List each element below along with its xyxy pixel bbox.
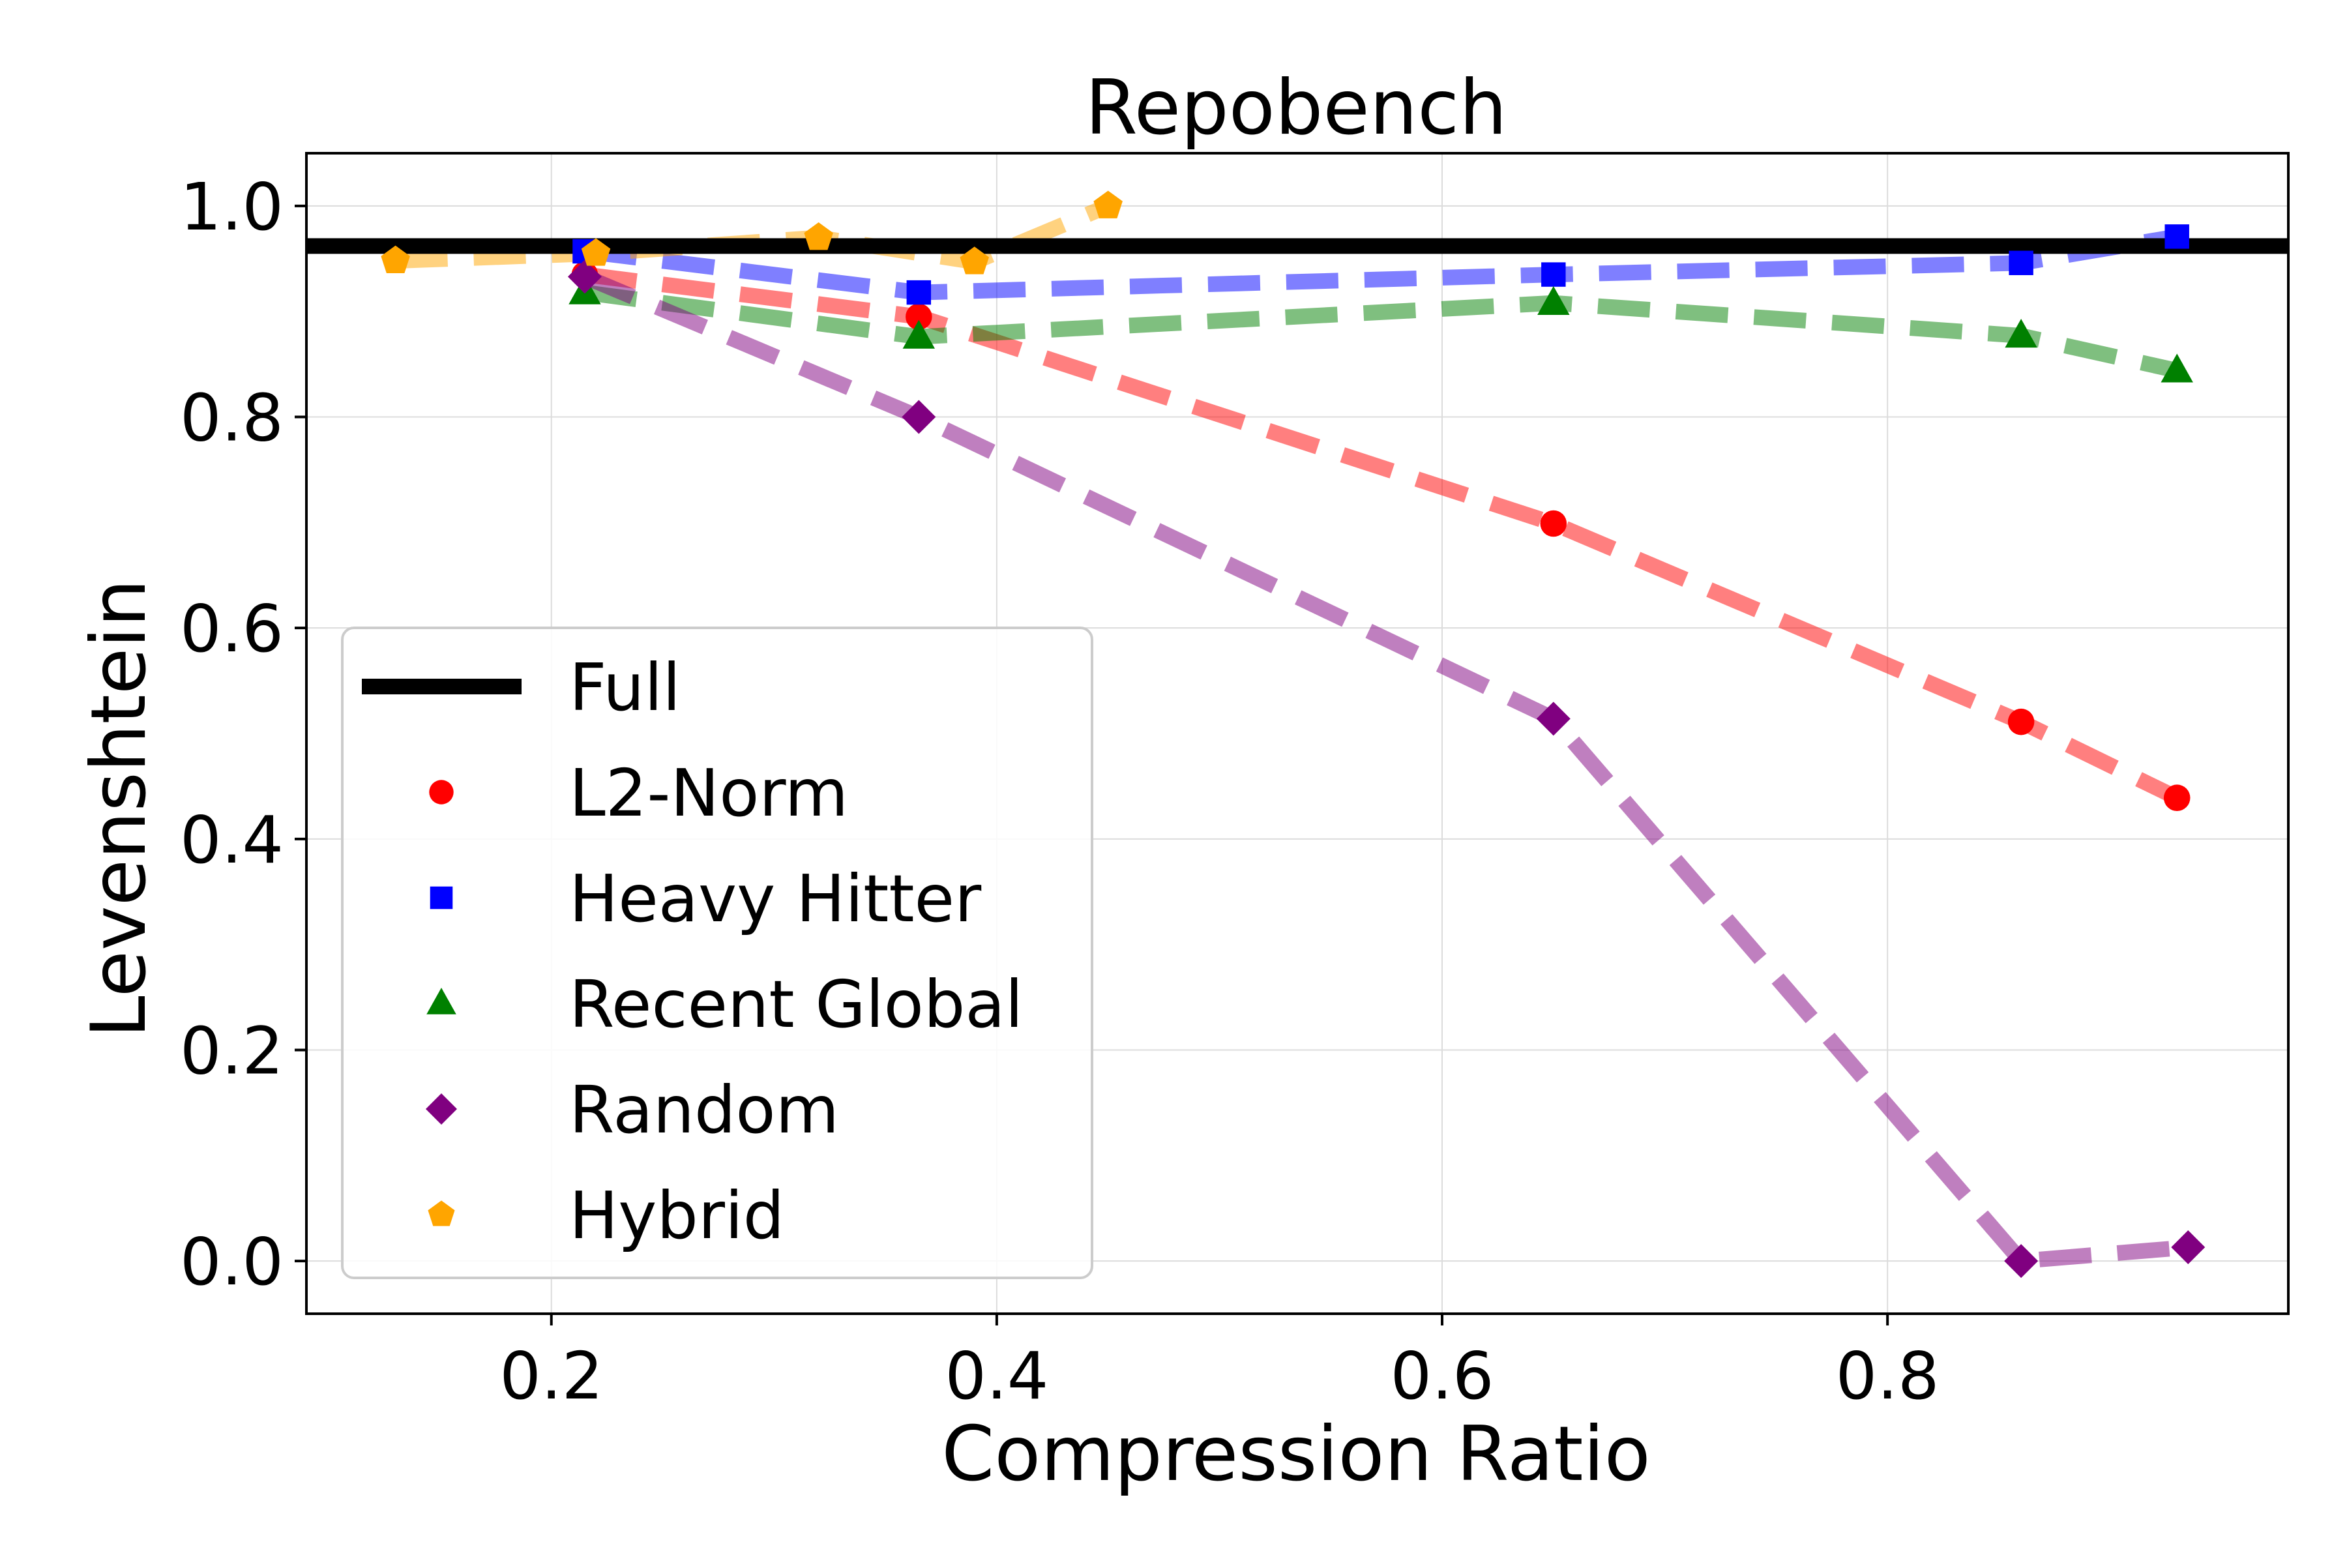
legend-label: L2-Norm <box>569 755 848 831</box>
legend-swatch-marker <box>430 886 453 910</box>
series-line-l2-norm <box>583 267 2181 805</box>
data-point-hybrid <box>1093 190 1123 218</box>
legend-label: Full <box>569 649 681 726</box>
legend-entry-full: Full <box>362 649 681 726</box>
legend-label: Heavy Hitter <box>569 861 982 937</box>
x-tick-label: 0.8 <box>1836 1338 1940 1414</box>
data-point-recent-global <box>2161 353 2193 383</box>
data-point-hybrid <box>804 222 833 250</box>
y-tick-label: 0.6 <box>180 591 284 667</box>
axes-layer: 0.2 0.4 0.6 0.8 0.0 0.2 0.4 0.6 0.8 1.0 <box>180 152 2290 1414</box>
x-axis-title: Compression Ratio <box>941 1410 1650 1498</box>
legend-entry-heavy-hitter: Heavy Hitter <box>430 861 982 937</box>
legend-swatch-marker <box>426 988 456 1014</box>
legend-entry-random: Random <box>426 1072 839 1148</box>
y-tick-label: 0.2 <box>180 1013 284 1089</box>
data-point-recent-global <box>2005 318 2037 348</box>
legend-label: Recent Global <box>569 966 1023 1043</box>
data-point-random <box>2171 1230 2206 1265</box>
y-tick-label: 1.0 <box>180 169 284 245</box>
legend-label: Random <box>569 1072 839 1148</box>
plot-frame <box>305 152 2290 1315</box>
data-point-l2-norm <box>2007 708 2035 735</box>
data-point-recent-global <box>1537 286 1570 315</box>
data-point-hybrid <box>960 246 989 274</box>
data-point-l2-norm <box>2163 784 2191 811</box>
data-point-l2-norm <box>1540 510 1567 537</box>
data-point-random <box>567 259 602 294</box>
data-point-random <box>2004 1244 2039 1279</box>
x-tick-label: 0.4 <box>945 1338 1048 1414</box>
legend-box <box>341 627 1093 1279</box>
data-point-l2-norm <box>906 303 932 331</box>
y-tick-label: 0.0 <box>180 1224 284 1300</box>
legend-entry-recent-global: Recent Global <box>426 966 1023 1043</box>
y-tick-label: 0.8 <box>180 380 284 456</box>
legend-entry-l2-norm: L2-Norm <box>429 755 848 831</box>
legend-swatch-marker <box>429 780 454 805</box>
data-point-heavy-hitter <box>2009 250 2033 276</box>
series-layer <box>306 190 2288 1279</box>
chart-title: Repobench <box>1085 64 1507 152</box>
data-point-heavy-hitter <box>2164 224 2189 249</box>
x-tick-label: 0.2 <box>499 1338 603 1414</box>
data-point-random <box>1536 702 1571 736</box>
data-point-hybrid <box>581 238 611 266</box>
legend-layer: Full L2-Norm Heavy Hitter Recent Global Rand… <box>341 627 1093 1279</box>
legend-entry-hybrid: Hybrid <box>428 1177 784 1254</box>
data-point-heavy-hitter <box>906 280 932 305</box>
y-axis-title: Levenshtein <box>75 579 163 1038</box>
data-point-hybrid <box>381 245 410 273</box>
legend-swatch-marker <box>428 1200 455 1226</box>
legend-swatch-marker <box>426 1093 457 1125</box>
legend-label: Hybrid <box>569 1177 784 1254</box>
data-point-heavy-hitter <box>1541 262 1566 287</box>
y-tick-label: 0.4 <box>180 802 284 878</box>
data-point-random <box>902 400 936 434</box>
data-point-recent-global <box>902 319 936 349</box>
x-tick-label: 0.6 <box>1390 1338 1494 1414</box>
